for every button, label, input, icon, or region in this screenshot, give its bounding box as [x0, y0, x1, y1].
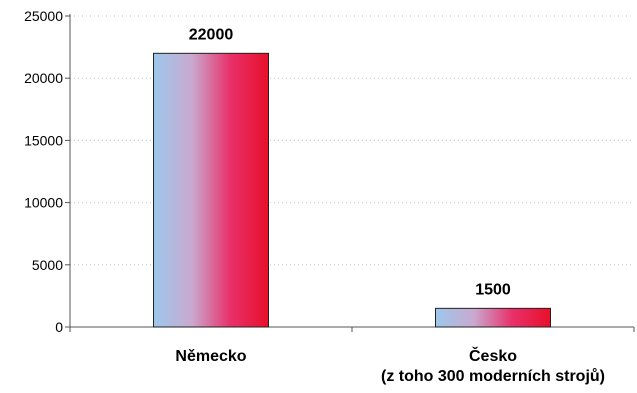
data-labels: 22000 1500: [189, 26, 511, 298]
y-axis-ticks: 0 5000 10000 15000 20000 25000: [24, 8, 70, 335]
y-tick-label: 0: [55, 319, 63, 335]
y-tick-label: 15000: [24, 132, 63, 148]
y-tick-label: 25000: [24, 8, 63, 24]
y-tick-label: 10000: [24, 195, 63, 211]
bar: [435, 307, 551, 328]
bar: [153, 52, 269, 328]
data-label: 22000: [189, 26, 234, 43]
y-tick-label: 5000: [32, 257, 63, 273]
data-label: 1500: [475, 281, 511, 298]
y-tick-label: 20000: [24, 70, 63, 86]
x-axis-categories: Německo Česko (z toho 300 moderních strojů…: [175, 346, 605, 385]
bars: [153, 52, 551, 328]
x-category-label: (z toho 300 moderních strojů): [381, 368, 605, 385]
x-category-label: Česko: [469, 346, 517, 365]
x-category-label: Německo: [175, 348, 246, 365]
